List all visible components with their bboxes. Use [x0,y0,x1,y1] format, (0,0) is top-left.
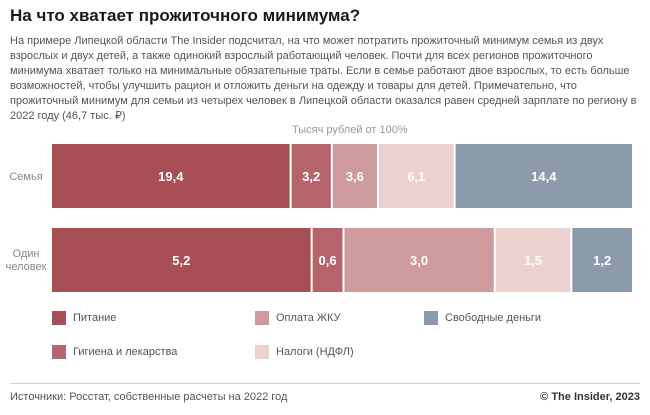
chart-title: На что хватает прожиточного минимума? [10,6,361,25]
bar-segment [291,144,331,208]
category-label: Семья [9,171,42,183]
legend-label: Гигиена и лекарства [73,346,178,358]
legend-swatch [424,311,438,325]
data-label: 5,2 [172,253,190,268]
bar-segment [572,228,632,292]
data-label: 1,2 [593,253,611,268]
stacked-bar-chart: Семья 19,4 3,2 3,6 6,1 14,4 Один человек 5,2 0,6 3… [6,144,632,292]
data-label: 19,4 [158,169,184,184]
bar-segment [52,144,290,208]
legend-label: Свободные деньги [445,312,542,324]
bar-segment [495,228,571,292]
bar-segment [312,228,343,292]
legend-label: Налоги (НДФЛ) [276,346,354,358]
legend-item: Гигиена и лекарства [52,345,177,359]
legend-label: Питание [73,312,117,324]
bar-segment [455,144,632,208]
bar-segment [344,228,494,292]
data-label: 3,0 [410,253,428,268]
bar-segment [378,144,454,208]
data-label: 1,5 [524,253,542,268]
legend-swatch [52,345,66,359]
legend-swatch [52,311,66,325]
legend-item: Налоги (НДФЛ) [255,345,354,359]
source-note: Источники: Росстат, собственные расчеты … [10,391,288,403]
data-label: 14,4 [531,169,557,184]
legend-swatch [255,345,269,359]
data-label: 3,2 [302,169,320,184]
legend-label: Оплата ЖКУ [276,312,341,324]
data-label: 3,6 [346,169,364,184]
bar-segment [52,228,311,292]
footer-divider [10,383,640,384]
bar-segment [332,144,377,208]
category-label: Один человек [6,248,47,273]
unit-label: Тысяч рублей от 100% [292,124,408,136]
legend-item: Свободные деньги [424,311,541,325]
copyright: © The Insider, 2023 [540,391,640,403]
data-label: 0,6 [319,253,337,268]
legend-swatch [255,311,269,325]
data-label: 6,1 [407,169,425,184]
legend-item: Оплата ЖКУ [255,311,341,325]
legend-item: Питание [52,311,116,325]
chart-description: На примере Липецкой области The Insider … [10,35,637,122]
